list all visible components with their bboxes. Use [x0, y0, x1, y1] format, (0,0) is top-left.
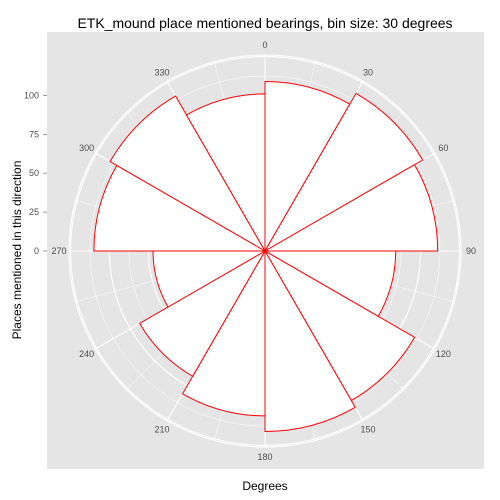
- bar-0: [264, 80, 351, 253]
- bar-210: [139, 249, 267, 377]
- angle-label: 180: [257, 452, 272, 462]
- radial-ticks: 0 25 50 75 100: [24, 90, 47, 256]
- bar-60: [263, 163, 439, 252]
- angle-label: 120: [436, 349, 451, 359]
- angle-labels: 0 30 60 90 120 150 180 210 240 270 300 330: [51, 40, 476, 462]
- y-axis-title: Places mentioned in this direction: [10, 161, 24, 340]
- bar-270: [93, 164, 267, 252]
- bar-120: [263, 249, 416, 402]
- angle-label: 270: [51, 246, 66, 256]
- angle-label: 0: [262, 40, 267, 50]
- radial-tick-label: 50: [29, 168, 39, 178]
- bar-180: [181, 249, 266, 417]
- bars: [93, 80, 439, 432]
- angle-label: 30: [363, 68, 373, 78]
- angle-label: 210: [154, 424, 169, 434]
- angle-label: 240: [79, 349, 94, 359]
- angle-label: 150: [360, 424, 375, 434]
- bar-300: [109, 95, 267, 253]
- angle-label: 60: [438, 143, 448, 153]
- angle-label: 300: [79, 143, 94, 153]
- angle-label: 330: [154, 68, 169, 78]
- bar-150: [264, 249, 356, 432]
- x-axis-title: Degrees: [242, 479, 287, 493]
- chart-title: ETK_mound place mentioned bearings, bin …: [77, 15, 452, 31]
- radial-tick-label: 25: [29, 207, 39, 217]
- angle-label: 90: [466, 246, 476, 256]
- radial-tick-label: 100: [24, 90, 39, 100]
- radial-tick-label: 0: [34, 246, 39, 256]
- bar-330: [185, 93, 266, 253]
- radial-tick-label: 75: [29, 129, 39, 139]
- bar-30: [263, 92, 424, 253]
